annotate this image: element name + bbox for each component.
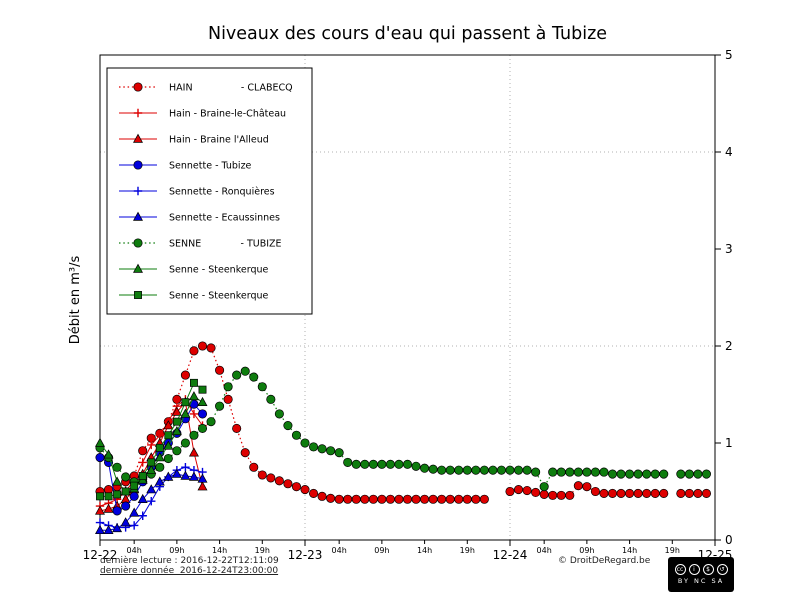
y-tick-label: 0 bbox=[725, 533, 733, 547]
plot-frame bbox=[99, 54, 716, 541]
y-tick-label: 1 bbox=[725, 436, 733, 450]
legend-item: HAIN - CLABECQ bbox=[119, 82, 293, 94]
legend-label: Sennette - Ronquières bbox=[169, 187, 275, 198]
x-minor-tick-label: 04h bbox=[332, 546, 347, 555]
x-minor-tick-label: 14h bbox=[212, 546, 227, 555]
series-senne-tubize bbox=[95, 366, 712, 492]
cc-license-badge[interactable]: cc i $ ↺ BY NC SA bbox=[668, 557, 734, 592]
x-minor-tick-label: 09h bbox=[374, 546, 389, 555]
legend-item: Hain - Braine-le-Château bbox=[119, 109, 286, 120]
x-minor-tick-label: 19h bbox=[665, 546, 680, 555]
legend-label: Sennette - Ecaussinnes bbox=[169, 213, 280, 224]
x-tick-label: 12-24 bbox=[493, 548, 528, 562]
legend-label: Sennette - Tubize bbox=[169, 161, 252, 172]
footer-last-data: dernière donnée 2016-12-24T23:00:00 bbox=[100, 566, 279, 576]
legend: HAIN - CLABECQ Hain - Braine-le-Château Ha… bbox=[106, 67, 313, 315]
cc-license-letters: BY NC SA bbox=[677, 577, 725, 585]
sa-icon: ↺ bbox=[716, 564, 728, 575]
legend-item: Hain - Braine l'Alleud bbox=[119, 133, 269, 146]
y-tick-label: 5 bbox=[725, 48, 733, 62]
x-minor-tick-label: 19h bbox=[460, 546, 475, 555]
x-minor-tick-label: 09h bbox=[169, 546, 184, 555]
legend-item: Sennette - Ronquières bbox=[119, 187, 275, 198]
legend-item: Sennette - Tubize bbox=[119, 160, 252, 172]
x-minor-tick-label: 14h bbox=[417, 546, 432, 555]
x-minor-tick-label: 04h bbox=[127, 546, 142, 555]
cc-icon-row: cc i $ ↺ bbox=[674, 564, 728, 575]
y-tick-label: 2 bbox=[725, 339, 733, 353]
y-axis: 0 1 2 3 4 5 bbox=[715, 48, 733, 547]
series-senne-steenkerque bbox=[96, 378, 207, 501]
legend-label: Hain - Braine l'Alleud bbox=[169, 135, 269, 146]
page-title: Niveaux des cours d'eau qui passent à Tu… bbox=[207, 24, 608, 44]
x-minor-tick-label: 04h bbox=[537, 546, 552, 555]
legend-item: SENNE - TUBIZE bbox=[119, 238, 282, 250]
series-sennette-ecaussinnes bbox=[95, 468, 208, 535]
by-icon: i bbox=[688, 564, 700, 575]
legend-label: Hain - Braine-le-Château bbox=[169, 109, 286, 120]
y-tick-label: 3 bbox=[725, 242, 733, 256]
x-tick-label: 12-22 bbox=[83, 548, 118, 562]
legend-label: HAIN - CLABECQ bbox=[169, 83, 293, 94]
x-tick-label: 12-23 bbox=[288, 548, 323, 562]
nc-icon: $ bbox=[702, 564, 714, 575]
legend-item: Senne - Steenkerque bbox=[119, 263, 268, 276]
cc-icon: cc bbox=[674, 564, 686, 575]
footer-copyright: © DroitDeRegard.be bbox=[558, 556, 651, 566]
legend-label: Senne - Steenkerque bbox=[169, 291, 268, 302]
legend-item: Senne - Steenkerque bbox=[119, 291, 268, 302]
legend-label: SENNE - TUBIZE bbox=[169, 239, 282, 250]
x-minor-tick-label: 19h bbox=[255, 546, 270, 555]
y-tick-label: 4 bbox=[725, 145, 733, 159]
footer-last-read: dernière lecture : 2016-12-22T12:11:09 bbox=[100, 556, 279, 566]
x-minor-tick-label: 14h bbox=[622, 546, 637, 555]
x-minor-tick-label: 09h bbox=[579, 546, 594, 555]
series-hain-clabecq bbox=[95, 341, 712, 504]
legend-label: Senne - Steenkerque bbox=[169, 265, 268, 276]
legend-item: Sennette - Ecaussinnes bbox=[119, 211, 280, 224]
